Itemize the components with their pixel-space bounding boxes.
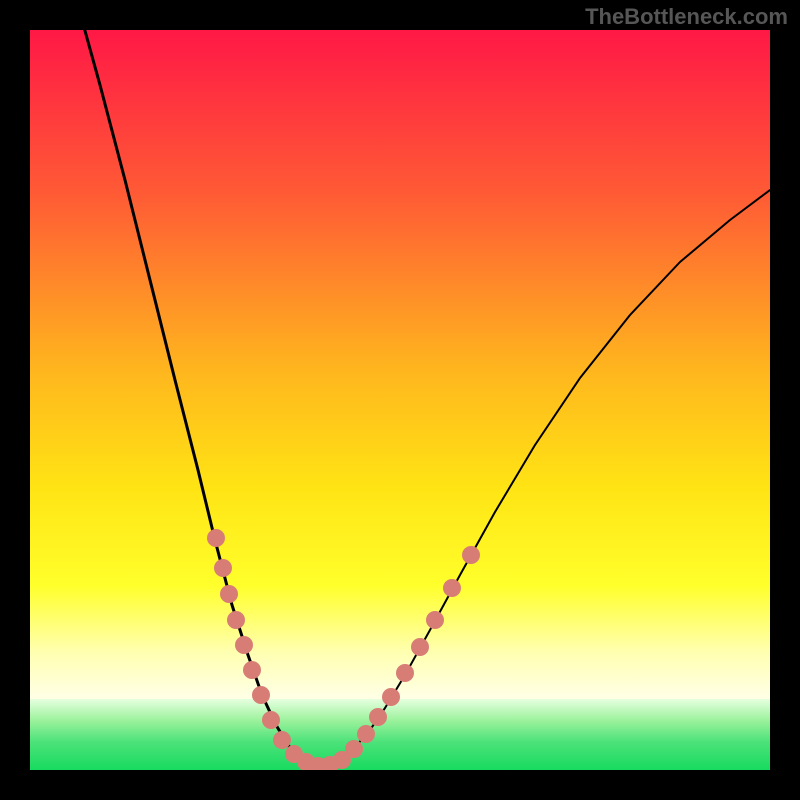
highlight-dot — [443, 579, 461, 597]
highlight-dot — [252, 686, 270, 704]
highlight-dot — [273, 731, 291, 749]
highlight-dot — [207, 529, 225, 547]
highlight-dot — [345, 740, 363, 758]
curve-left-branch — [82, 30, 320, 767]
curve-right-branch — [320, 190, 770, 767]
watermark-text: TheBottleneck.com — [585, 4, 788, 30]
highlight-dot — [462, 546, 480, 564]
highlight-dot — [262, 711, 280, 729]
highlight-dot — [235, 636, 253, 654]
highlight-dot — [382, 688, 400, 706]
highlight-dot — [214, 559, 232, 577]
highlight-dot — [426, 611, 444, 629]
highlight-dot — [227, 611, 245, 629]
chart-frame: { "watermark": { "text": "TheBottleneck.… — [0, 0, 800, 800]
highlight-dot — [357, 725, 375, 743]
highlight-dot — [243, 661, 261, 679]
highlight-dot — [396, 664, 414, 682]
plot-area — [30, 30, 770, 770]
highlight-dot — [220, 585, 238, 603]
highlight-dot — [369, 708, 387, 726]
highlight-dot — [411, 638, 429, 656]
curve-layer — [30, 30, 770, 770]
